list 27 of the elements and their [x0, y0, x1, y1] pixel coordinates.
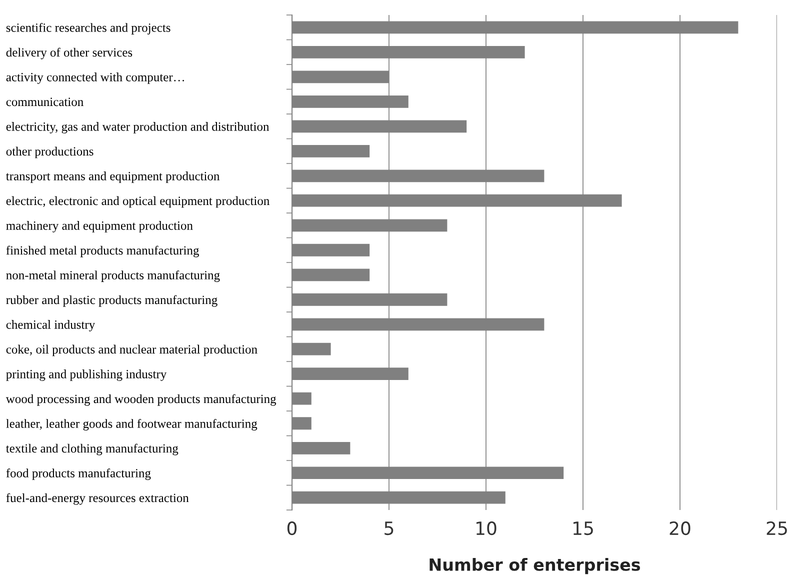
- x-axis-title: Number of enterprises: [430, 558, 640, 574]
- x-tick-label: 20: [670, 521, 690, 536]
- y-tick-label: non-metal mineral products manufacturing: [6, 270, 220, 282]
- y-tick-label: leather, leather goods and footwear manufacturing: [6, 418, 258, 430]
- x-tick-label: 5: [384, 522, 394, 536]
- y-tick-label: finished metal products manufacturing: [6, 246, 199, 258]
- y-tick-label: delivery of other services: [6, 48, 132, 60]
- y-tick-label: rubber and plastic products manufacturing: [6, 295, 218, 307]
- y-tick-label: activity connected with computer…: [6, 72, 184, 84]
- y-tick-label: printing and publishing industry: [6, 370, 167, 381]
- y-tick-label: transport means and equipment production: [6, 172, 220, 183]
- x-tick-label: 0: [287, 521, 297, 536]
- y-tick-label: electricity, gas and water production and distribution: [6, 122, 270, 134]
- y-tick-label: other productions: [6, 146, 94, 158]
- y-tick-label: scientific researches and projects: [6, 22, 170, 34]
- y-tick-label: textile and clothing manufacturing: [6, 444, 178, 456]
- x-tick-label: 10: [476, 521, 496, 536]
- y-tick-label: chemical industry: [6, 320, 96, 332]
- y-tick-label: food products manufacturing: [6, 468, 151, 480]
- y-tick-label: electric, electronic and optical equipment production: [6, 196, 270, 208]
- x-tick-label: 15: [573, 522, 593, 536]
- y-tick-label: coke, oil products and nuclear material production: [6, 344, 258, 356]
- y-tick-label: communication: [6, 98, 84, 106]
- y-tick-label: wood processing and wooden products manufacturing: [6, 394, 276, 406]
- x-tick-label: 25: [766, 521, 787, 536]
- y-tick-label: fuel-and-energy resources extraction: [6, 493, 189, 505]
- y-tick-label: machinery and equipment production: [6, 221, 193, 232]
